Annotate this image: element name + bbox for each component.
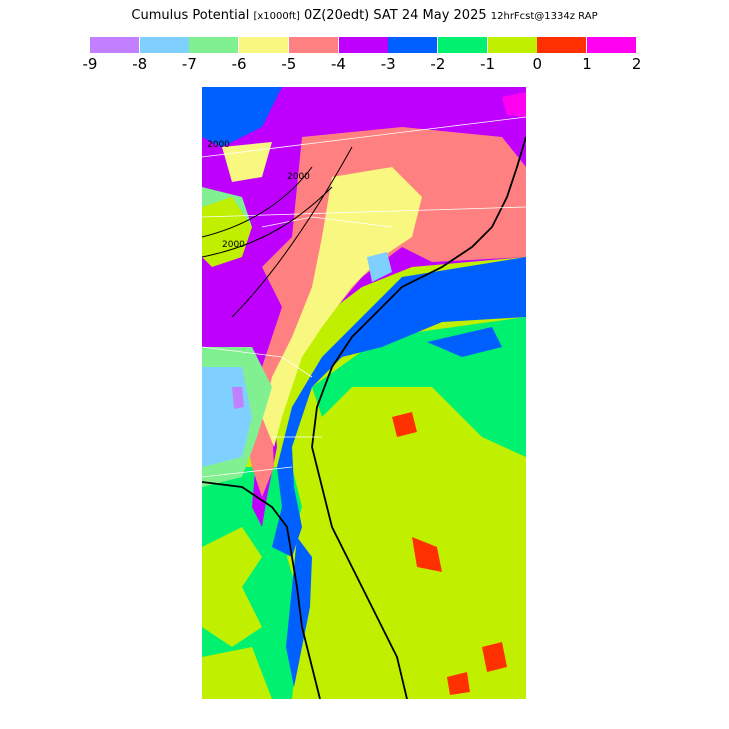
region-minus5	[242, 127, 526, 497]
region-plus1	[502, 92, 526, 117]
region-minus2-ocean	[472, 387, 526, 447]
contour-lines	[202, 146, 353, 318]
legend-tick-label: -3	[380, 55, 396, 73]
legend-swatch	[437, 37, 487, 53]
coastline-gulf	[202, 481, 321, 699]
region-minus3-band	[272, 257, 526, 557]
forecast-map: 2000 2000 2000	[202, 87, 526, 699]
region-minus9	[232, 387, 244, 409]
title-units: [x1000ft]	[253, 11, 300, 22]
legend-swatch	[189, 37, 239, 53]
region-zero-1	[392, 412, 417, 437]
region-nw-yellowgreen	[202, 197, 252, 267]
state-borders	[202, 116, 526, 478]
legend-tick-label: -7	[181, 55, 197, 73]
coastline-east	[311, 136, 526, 699]
region-minus3-offshore	[427, 327, 502, 357]
legend-swatch	[338, 37, 388, 53]
region-minus6-north	[222, 142, 272, 182]
contour-label-3: 2000	[207, 140, 230, 150]
legend-swatch	[487, 37, 537, 53]
legend-swatch	[587, 37, 636, 53]
title-product: Cumulus Potential	[131, 8, 250, 23]
legend-swatch	[90, 37, 139, 53]
title-forecast: 12hrFcst@1334z RAP	[490, 11, 598, 22]
legend-swatch	[288, 37, 338, 53]
legend-swatch	[239, 37, 289, 53]
region-minus3-peninsula	[286, 537, 312, 687]
region-minus1-southwest	[202, 647, 272, 699]
region-zero-2	[412, 537, 442, 572]
legend-tick-label: 0	[532, 55, 543, 73]
legend-swatch	[388, 37, 438, 53]
legend-tick-label: 1	[582, 55, 592, 73]
map-svg: 2000 2000 2000	[202, 87, 526, 699]
legend-swatch	[139, 37, 189, 53]
region-minus1-west	[202, 527, 262, 647]
legend-tick-label: -6	[231, 55, 247, 73]
region-zero-4	[447, 672, 470, 695]
legend-swatch	[537, 37, 587, 53]
region-zero-3	[482, 642, 507, 672]
legend-tick-label: -9	[82, 55, 98, 73]
region-minus6	[262, 167, 422, 447]
contour-label-1: 2000	[222, 240, 245, 250]
legend-tick-label: -4	[331, 55, 346, 73]
legend-tick-label: -8	[132, 55, 148, 73]
title-valid-time: 0Z(20edt) SAT 24 May 2025	[304, 8, 487, 23]
legend-tick-label: 2	[631, 55, 642, 73]
region-nw-blue	[202, 87, 282, 147]
legend-tick-label: -2	[430, 55, 446, 73]
region-minus8-small	[367, 252, 392, 282]
contour-label-2: 2000	[287, 172, 310, 182]
legend-tick-label: -1	[480, 55, 496, 73]
legend-tick-label: -5	[281, 55, 297, 73]
map-title: Cumulus Potential [x1000ft] 0Z(20edt) SA…	[0, 8, 729, 23]
